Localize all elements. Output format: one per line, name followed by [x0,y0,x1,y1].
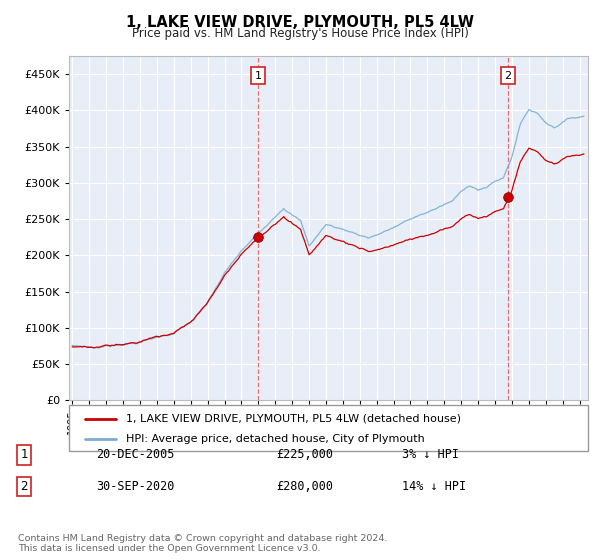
Text: 1, LAKE VIEW DRIVE, PLYMOUTH, PL5 4LW: 1, LAKE VIEW DRIVE, PLYMOUTH, PL5 4LW [126,15,474,30]
Text: Price paid vs. HM Land Registry's House Price Index (HPI): Price paid vs. HM Land Registry's House … [131,27,469,40]
Text: £225,000: £225,000 [276,448,333,461]
Text: 30-SEP-2020: 30-SEP-2020 [96,480,175,493]
Text: 2: 2 [504,71,511,81]
Text: 3% ↓ HPI: 3% ↓ HPI [402,448,459,461]
Text: 1, LAKE VIEW DRIVE, PLYMOUTH, PL5 4LW (detached house): 1, LAKE VIEW DRIVE, PLYMOUTH, PL5 4LW (d… [126,414,461,424]
Text: 1: 1 [254,71,262,81]
Text: HPI: Average price, detached house, City of Plymouth: HPI: Average price, detached house, City… [126,435,425,444]
Text: 20-DEC-2005: 20-DEC-2005 [96,448,175,461]
Text: Contains HM Land Registry data © Crown copyright and database right 2024.
This d: Contains HM Land Registry data © Crown c… [18,534,388,553]
Text: 14% ↓ HPI: 14% ↓ HPI [402,480,466,493]
Text: 1: 1 [20,448,28,461]
Text: £280,000: £280,000 [276,480,333,493]
Text: 2: 2 [20,480,28,493]
